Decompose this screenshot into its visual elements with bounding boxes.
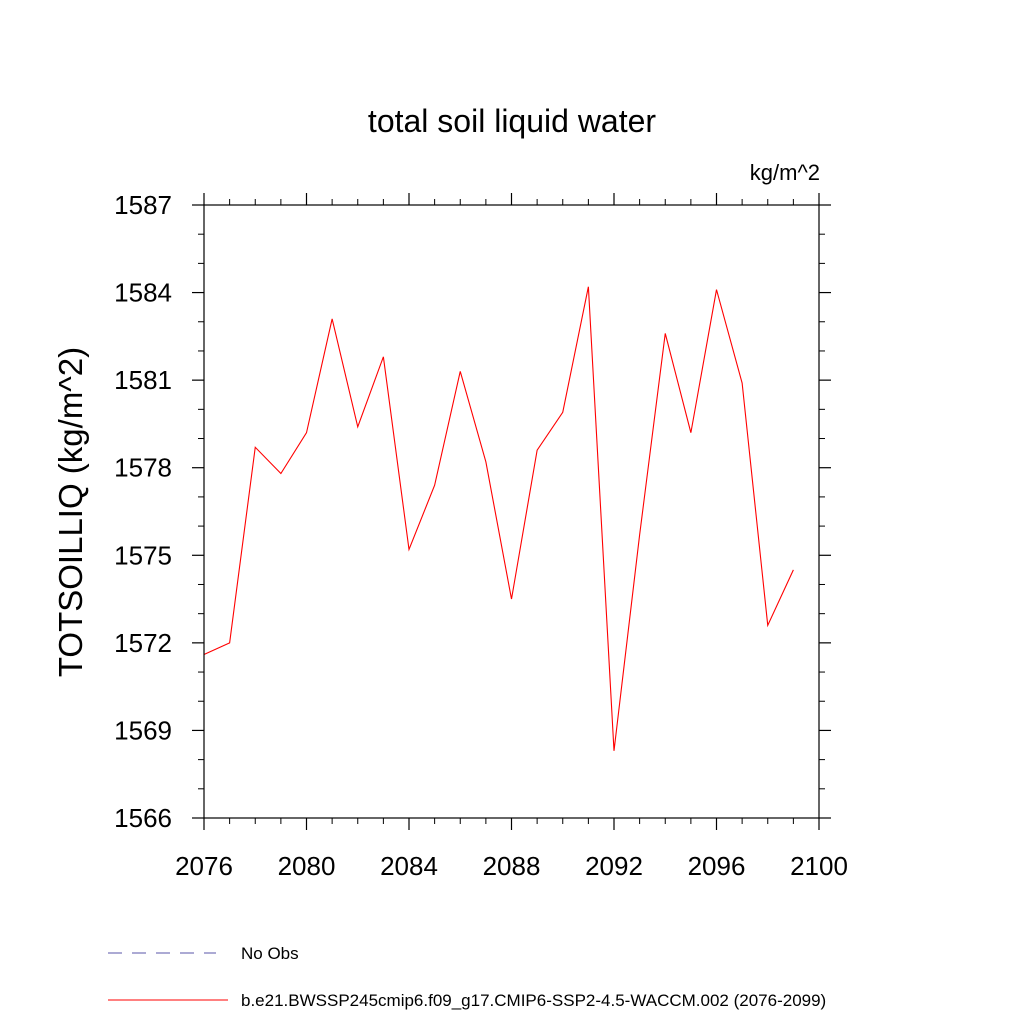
x-tick-label: 2100	[790, 851, 848, 881]
y-tick-label: 1581	[114, 365, 172, 395]
legend-label-model: b.e21.BWSSP245cmip6.f09_g17.CMIP6-SSP2-4…	[241, 991, 826, 1010]
units-label: kg/m^2	[750, 160, 820, 185]
chart-title: total soil liquid water	[368, 103, 656, 139]
y-tick-label: 1572	[114, 628, 172, 658]
y-tick-label: 1584	[114, 278, 172, 308]
y-tick-label: 1569	[114, 715, 172, 745]
y-tick-label: 1587	[114, 190, 172, 220]
x-tick-label: 2084	[380, 851, 438, 881]
y-tick-labels: 1566 1569 1572 1575 1578 1581 1584 1587	[114, 190, 172, 833]
x-tick-label: 2096	[688, 851, 746, 881]
y-axis-label: TOTSOILLIQ (kg/m^2)	[52, 347, 89, 677]
plot-frame	[203, 204, 820, 819]
y-tick-label: 1566	[114, 803, 172, 833]
x-tick-label: 2088	[483, 851, 541, 881]
y-tick-label: 1575	[114, 540, 172, 570]
legend: No Obs b.e21.BWSSP245cmip6.f09_g17.CMIP6…	[108, 944, 826, 1010]
x-tick-label: 2092	[585, 851, 643, 881]
legend-label-no-obs: No Obs	[241, 944, 299, 963]
x-tick-label: 2080	[278, 851, 336, 881]
axis-ticks	[192, 193, 831, 830]
series-lines	[203, 286, 794, 751]
x-tick-label: 2076	[175, 851, 233, 881]
x-tick-labels: 2076 2080 2084 2088 2092 2096 2100	[175, 851, 848, 881]
series-line-0	[203, 286, 794, 751]
y-tick-label: 1578	[114, 453, 172, 483]
